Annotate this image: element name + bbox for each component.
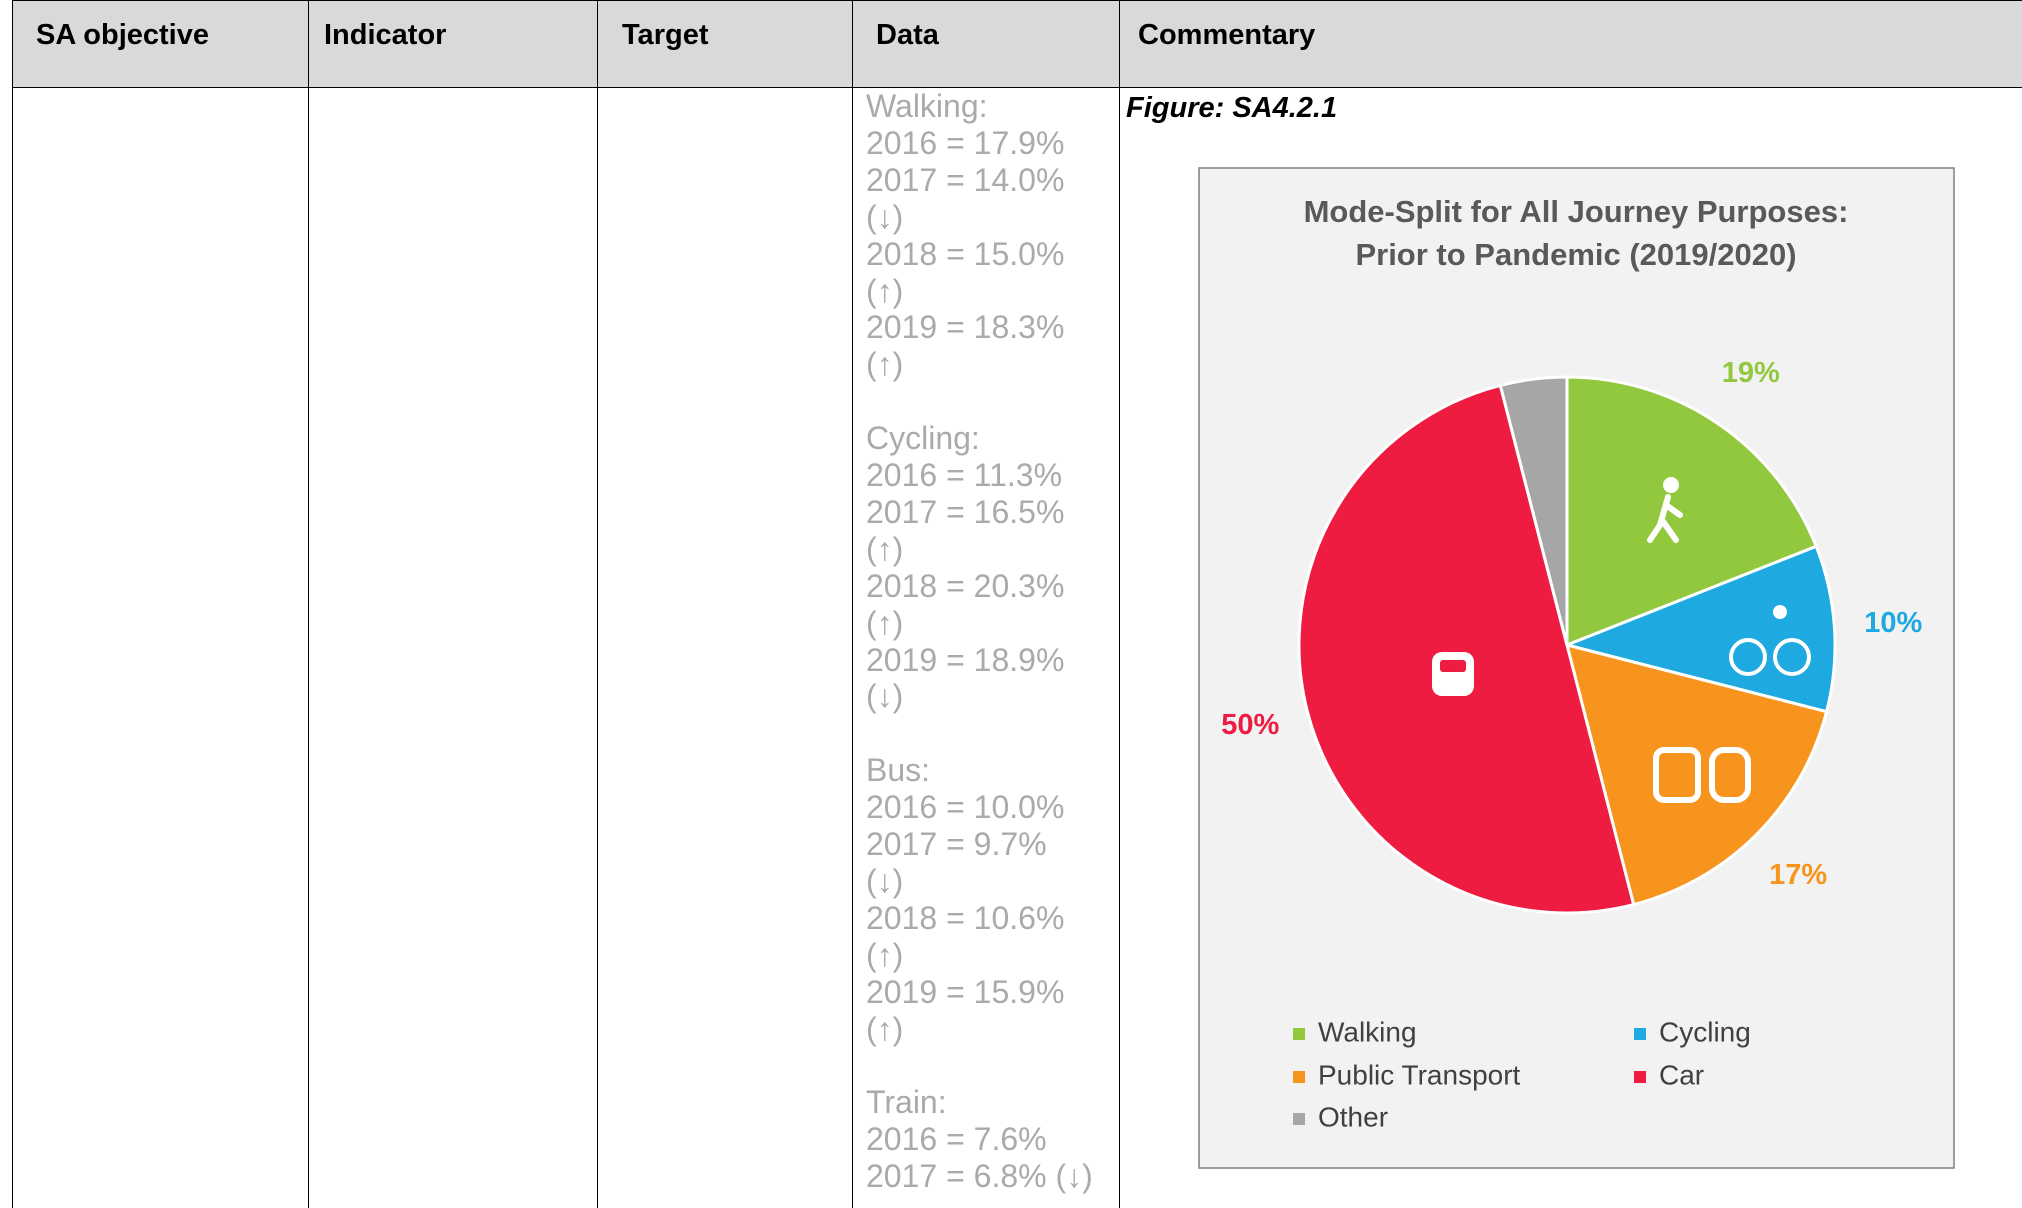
data-group: Bus: 2016 = 10.0% 2017 = 9.7% (↓) 2018 = 10.… [866,752,1093,1047]
data-group: Cycling: 2016 = 11.3% 2017 = 16.5% (↑) 2018 … [866,420,1093,715]
data-line: 2016 = 11.3% [866,457,1063,494]
legend-label: Other [1318,1101,1388,1132]
legend-label: Walking [1318,1016,1417,1047]
data-label: Cycling: [866,420,980,457]
data-line: 2016 = 17.9% [866,124,1065,161]
data-line: 2018 = 20.3% [866,567,1065,604]
data-line: (↑) [866,1010,904,1047]
data-line: (↑) [866,530,904,567]
icon [1432,652,1474,696]
data-label: 10% [1864,607,1922,639]
data-label: 50% [1221,709,1279,741]
header-cell: SA objective [36,19,209,51]
data-label: Walking: [866,88,988,124]
legend-swatch [1293,1113,1305,1125]
header-cell: Target [622,19,709,51]
icon [1729,638,1767,676]
data-line: (↓) [866,863,904,899]
icon [1709,747,1751,803]
data-line: 2017 = 16.5% [866,493,1065,530]
figure-label: Figure: SA4.2.1 [1126,92,1338,124]
icon [1773,605,1787,619]
data-line: 2019 = 18.3% [866,309,1065,346]
data-line: 2016 = 7.6% [866,1121,1047,1158]
data-line: (↑) [866,272,904,309]
pie-slice [1562,544,1837,714]
data-line: (↓) [866,678,904,715]
data-label: Bus: [866,752,931,789]
data-line: (↑) [866,936,904,973]
data-line: 2017 = 14.0% [866,161,1065,198]
data-line: 2017 = 9.7% [866,826,1047,863]
pie-slice [1297,383,1636,915]
data-line: 2019 = 15.9% [866,973,1065,1010]
legend-swatch [1634,1071,1646,1083]
legend-swatch [1293,1071,1305,1083]
data-label: 17% [1769,859,1827,891]
header-cell: Commentary [1138,19,1316,51]
data-line: 2018 = 10.6% [866,899,1065,936]
legend-swatch [1293,1028,1305,1040]
cell-border [597,0,598,1208]
data-line: (↑) [866,346,904,383]
data-line: 2016 = 10.0% [866,789,1065,826]
chart-title: Mode-Split for All Journey Purposes: [1304,194,1849,229]
legend-label: Cycling [1659,1016,1751,1047]
icon [1773,638,1811,676]
data-group: Train: 2016 = 7.6% 2017 = 6.8% (↓) [866,1084,1093,1195]
data-label: 19% [1722,357,1780,389]
data-cell: Walking: 2016 = 17.9% 2017 = 14.0% (↓) 2018 … [866,88,1093,1208]
cell-border [12,0,13,1208]
legend-swatch [1634,1028,1646,1040]
icon [1647,494,1683,543]
header-cell: Indicator [324,19,447,51]
legend-label: Public Transport [1318,1059,1521,1090]
pie-slice [1498,375,1569,646]
icon [1440,660,1466,672]
header-row: SA objective Indicator Target Data Comme… [12,0,2022,88]
legend-label: Car [1659,1059,1704,1090]
cell-border [852,0,853,1208]
pie-slice [1565,375,1819,648]
data-line: (↑) [866,604,904,641]
icon [1653,747,1701,803]
data-line: (↓) [866,198,904,235]
header-cell: Data [876,19,939,51]
cell-border [1119,0,1120,1208]
data-label: Train: [866,1084,947,1121]
chart-title: Prior to Pandemic (2019/2020) [1355,237,1796,272]
data-line: 2017 = 6.8% (↓) [866,1158,1093,1195]
cell-border [308,0,309,1208]
data-line: 2019 = 18.9% [866,641,1065,678]
data-group: Walking: 2016 = 17.9% 2017 = 14.0% (↓) 2018 … [866,88,1093,383]
data-line: 2018 = 15.0% [866,235,1065,272]
icon [1663,477,1679,493]
